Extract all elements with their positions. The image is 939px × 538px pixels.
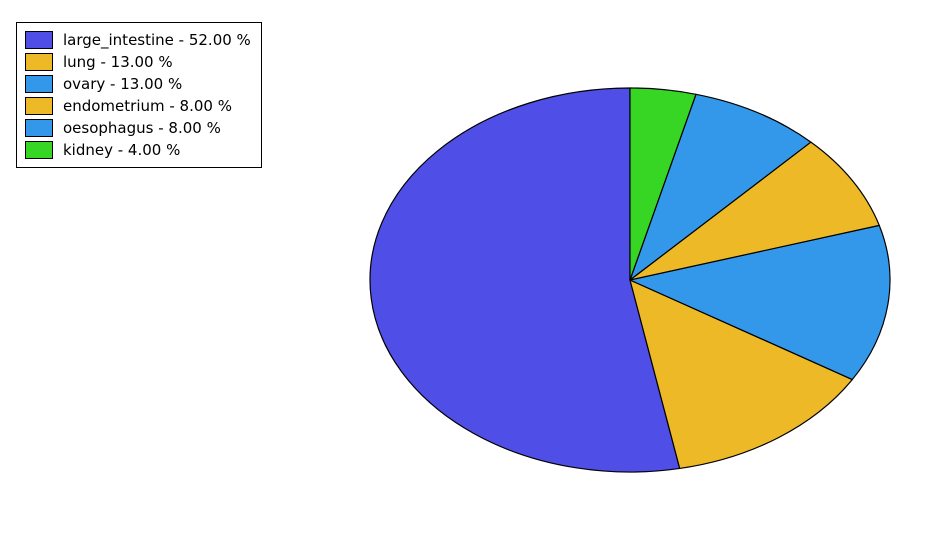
pie-chart	[0, 0, 939, 538]
